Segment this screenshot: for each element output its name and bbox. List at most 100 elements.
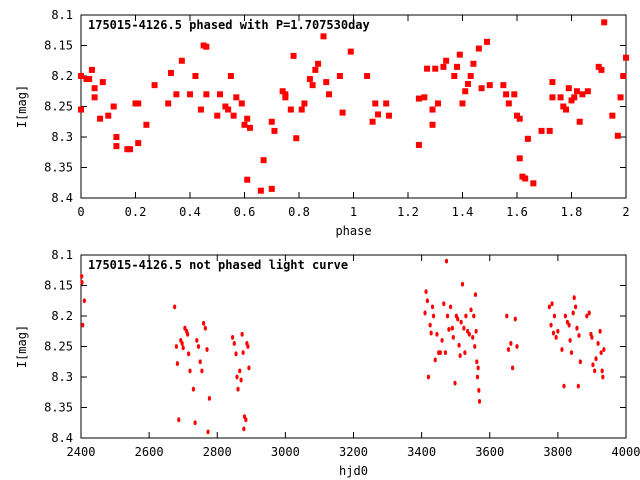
x-axis-label: hjd0 bbox=[339, 464, 368, 478]
data-point bbox=[456, 316, 460, 322]
data-point bbox=[568, 338, 572, 343]
data-point bbox=[602, 347, 606, 352]
data-point bbox=[459, 100, 466, 107]
data-point bbox=[590, 334, 594, 340]
data-point bbox=[325, 91, 332, 98]
data-point bbox=[339, 109, 346, 116]
data-point bbox=[268, 118, 275, 125]
data-point bbox=[233, 94, 240, 101]
data-point bbox=[440, 63, 447, 70]
data-point bbox=[347, 48, 354, 55]
data-point bbox=[579, 91, 586, 98]
data-point bbox=[464, 80, 471, 87]
data-point bbox=[222, 103, 229, 110]
data-point bbox=[459, 319, 463, 325]
data-point bbox=[188, 368, 192, 374]
data-point bbox=[503, 91, 510, 98]
y-axis-label: I[mag] bbox=[15, 85, 29, 128]
data-point bbox=[78, 106, 84, 113]
data-point bbox=[486, 82, 493, 89]
data-point bbox=[426, 374, 431, 380]
data-point bbox=[287, 106, 294, 113]
data-point bbox=[241, 350, 245, 355]
data-point bbox=[271, 127, 278, 134]
data-point bbox=[192, 73, 199, 79]
data-point bbox=[442, 301, 446, 307]
plot-frame bbox=[80, 254, 627, 439]
data-point bbox=[195, 338, 199, 343]
data-point bbox=[595, 63, 602, 70]
data-point bbox=[202, 320, 206, 326]
data-point bbox=[567, 322, 571, 328]
data-point bbox=[81, 322, 85, 328]
data-point bbox=[214, 112, 221, 119]
data-point bbox=[530, 180, 537, 187]
data-point bbox=[563, 106, 570, 113]
data-point bbox=[336, 73, 343, 79]
x-tick-label: 4000 bbox=[612, 445, 640, 459]
data-point bbox=[187, 91, 193, 98]
data-point bbox=[440, 338, 444, 343]
data-point bbox=[560, 103, 567, 110]
data-point bbox=[127, 146, 134, 153]
data-point bbox=[80, 273, 84, 279]
data-point bbox=[571, 94, 578, 101]
data-point bbox=[174, 344, 178, 349]
data-point bbox=[478, 85, 485, 92]
data-point bbox=[473, 292, 478, 298]
data-point bbox=[598, 66, 605, 73]
data-point bbox=[552, 313, 557, 319]
data-point bbox=[244, 115, 251, 122]
data-point bbox=[473, 344, 477, 349]
data-point bbox=[573, 304, 578, 310]
data-point bbox=[429, 121, 436, 128]
data-point bbox=[577, 333, 581, 338]
data-point bbox=[475, 374, 480, 380]
y-tick-label: 8.2 bbox=[51, 69, 73, 83]
data-point bbox=[471, 334, 475, 340]
data-point bbox=[593, 368, 597, 374]
x-tick-label: 3400 bbox=[407, 445, 436, 459]
data-point bbox=[181, 345, 185, 351]
data-point bbox=[575, 325, 579, 331]
x-tick-label: 0.2 bbox=[125, 205, 147, 219]
data-point bbox=[165, 100, 172, 107]
data-points bbox=[80, 258, 606, 435]
data-point bbox=[467, 331, 471, 337]
data-point bbox=[475, 359, 479, 365]
data-point bbox=[554, 334, 558, 340]
x-tick-label: 0.6 bbox=[234, 205, 256, 219]
y-tick-label: 8.1 bbox=[51, 8, 73, 22]
data-point bbox=[187, 351, 191, 357]
data-point bbox=[556, 328, 560, 334]
y-tick-label: 8.25 bbox=[44, 100, 73, 114]
data-point bbox=[462, 325, 466, 331]
x-tick-label: 1 bbox=[350, 205, 357, 219]
data-point bbox=[282, 91, 289, 98]
data-point bbox=[247, 365, 251, 371]
data-point bbox=[203, 91, 210, 98]
data-point bbox=[601, 19, 608, 26]
data-point bbox=[78, 73, 84, 79]
data-point bbox=[234, 351, 238, 357]
data-point bbox=[476, 365, 480, 371]
x-tick-label: 1.4 bbox=[452, 205, 474, 219]
data-point bbox=[563, 313, 567, 319]
data-point bbox=[279, 88, 286, 95]
x-tick-label: 3800 bbox=[543, 445, 572, 459]
data-point bbox=[177, 417, 181, 423]
data-point bbox=[587, 310, 591, 316]
data-point bbox=[309, 82, 316, 89]
data-point bbox=[424, 65, 431, 72]
data-point bbox=[80, 280, 84, 285]
data-point bbox=[513, 316, 517, 322]
data-point bbox=[242, 426, 246, 432]
x-tick-label: 1.2 bbox=[397, 205, 419, 219]
data-point bbox=[110, 103, 117, 110]
data-point bbox=[205, 347, 209, 352]
data-point bbox=[565, 85, 572, 92]
y-tick-label: 8.2 bbox=[51, 309, 73, 323]
data-point bbox=[470, 60, 477, 67]
data-point bbox=[238, 100, 245, 107]
